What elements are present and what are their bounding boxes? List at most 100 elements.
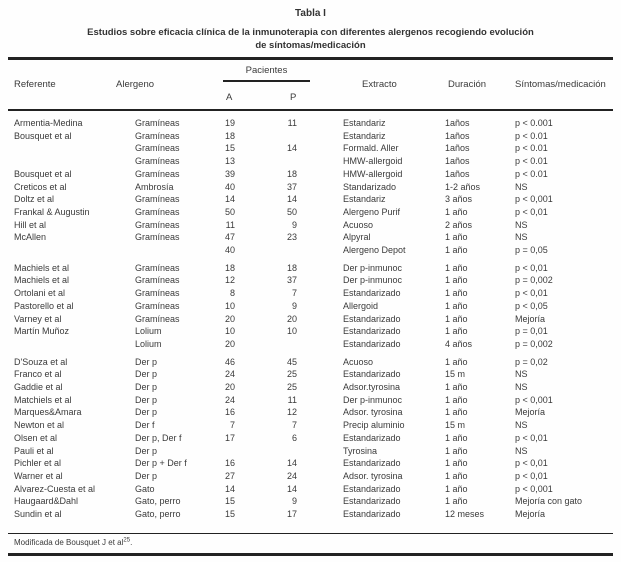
cell-duracion: 1 año	[445, 232, 468, 243]
cell-sintomas: Mejoría con gato	[515, 496, 583, 507]
cell-referente: Bousquet et al	[14, 130, 72, 141]
footnote-rule	[8, 533, 613, 534]
cell-p	[235, 130, 297, 143]
cell-a: 14	[224, 483, 235, 494]
cell-duracion: 1-2 años	[445, 181, 481, 192]
cell-extracto: Estandarizado	[343, 496, 401, 507]
cell-extracto: Estandarizado	[343, 313, 401, 324]
cell-extracto: Estandarizado	[343, 509, 401, 520]
cell-sintomas: p < 0.01	[515, 156, 548, 167]
cell-p: 10	[286, 326, 297, 337]
cell-a: 24	[224, 369, 235, 380]
cell-duracion: 1años	[445, 118, 470, 128]
cell-duracion: 1 año	[445, 394, 468, 405]
cell-a: 16	[224, 407, 235, 418]
cell-referente: Pauli et al	[14, 445, 54, 456]
cell-referente	[14, 155, 135, 168]
cell-duracion: 15 m	[445, 420, 466, 431]
cell-extracto: Formald. Aller	[343, 143, 399, 154]
cell-p: 14	[286, 143, 297, 154]
cell-extracto: Der p-inmunoc	[343, 262, 403, 273]
table-row: Marques&Amara Der p 16 12 Adsor. tyrosina 1 a…	[14, 406, 613, 419]
footnote: Modificada de Bousquet J et al25.	[14, 537, 132, 547]
cell-extracto: Adsor. tyrosina	[343, 407, 403, 418]
cell-alergeno: Ambrosía	[135, 181, 174, 192]
cell-duracion: 1 año	[445, 407, 468, 418]
cell-sintomas: p = 0,002	[515, 275, 553, 286]
cell-referente: Sundin et al	[14, 509, 62, 520]
cell-p	[235, 445, 297, 458]
cell-p: 7	[291, 288, 297, 299]
cell-alergeno: Gramíneas	[135, 275, 180, 286]
cell-referente: Armentia-Medina	[14, 118, 83, 128]
footnote-text: Modificada de Bousquet J et al	[14, 538, 124, 547]
table-row: Machiels et al Gramíneas 18 18 Der p-inmunoc…	[14, 262, 613, 275]
cell-sintomas: NS	[515, 219, 528, 230]
cell-alergeno: Gramíneas	[135, 313, 180, 324]
cell-p: 14	[286, 483, 297, 494]
cell-alergeno: Gramíneas	[135, 262, 180, 273]
table-row: Machiels et al Gramíneas 12 37 Der p-inmunoc…	[14, 274, 613, 287]
cell-extracto: Adsor.tyrosina	[343, 382, 401, 393]
cell-extracto: Alergeno Depot	[343, 245, 406, 256]
cell-extracto: Estandariz	[343, 118, 386, 128]
table-row: Pichler et al Der p + Der f 16 14 Estandariz…	[14, 457, 613, 470]
cell-sintomas: p < 0.001	[515, 118, 553, 128]
cell-duracion: 2 años	[445, 219, 473, 230]
cell-duracion: 3 años	[445, 194, 473, 205]
cell-p: 12	[286, 407, 297, 418]
cell-extracto: Estandariz	[343, 130, 386, 141]
cell-duracion: 1años	[445, 130, 470, 141]
table-row: Gaddie et al Der p 20 25 Adsor.tyrosina 1 año…	[14, 381, 613, 394]
footnote-reference: 25	[123, 537, 131, 544]
cell-referente: Olsen et al	[14, 432, 58, 443]
cell-a: 15	[224, 143, 235, 154]
table-row: D'Souza et al Der p 46 45 Acuoso 1 año p = 0,0…	[14, 356, 613, 369]
cell-duracion: 1 año	[445, 288, 468, 299]
cell-duracion: 1 año	[445, 496, 468, 507]
cell-p: 14	[286, 194, 297, 205]
cell-p: 24	[286, 470, 297, 481]
table-row: Franco et al Der p 24 25 Estandarizado 15 m NS	[14, 368, 613, 381]
cell-alergeno: Gramíneas	[135, 206, 180, 217]
cell-sintomas: NS	[515, 181, 528, 192]
column-header-extracto: Extracto	[362, 79, 397, 90]
cell-a: 10	[224, 300, 235, 311]
cell-sintomas: Mejoría	[515, 509, 546, 520]
cell-p: 50	[286, 206, 297, 217]
cell-a: 39	[224, 168, 235, 179]
cell-extracto: Der p-inmunoc	[343, 275, 403, 286]
cell-duracion: 4 años	[445, 338, 473, 349]
cell-a: 40	[224, 181, 235, 192]
cell-sintomas: Mejoría	[515, 407, 546, 418]
cell-sintomas: NS	[515, 445, 528, 456]
cell-p	[235, 338, 297, 351]
cell-duracion: 1 año	[445, 432, 468, 443]
cell-alergeno: Lolium	[135, 338, 162, 349]
cell-sintomas: p < 0.01	[515, 143, 548, 154]
cell-a: 12	[224, 275, 235, 286]
cell-duracion: 1 año	[445, 483, 468, 494]
table-row: 40 Alergeno Depot 1 año p = 0,05	[14, 244, 613, 257]
cell-sintomas: NS	[515, 232, 528, 243]
cell-alergeno: Gato, perro	[135, 509, 181, 520]
cell-alergeno: Der p	[135, 470, 158, 481]
cell-sintomas: p < 0,001	[515, 394, 553, 405]
table-row: Pauli et al Der p Tyrosina 1 año NS	[14, 445, 613, 458]
header-rule	[8, 109, 613, 111]
cell-alergeno: Gramíneas	[135, 168, 180, 179]
cell-duracion: 1 año	[445, 326, 468, 337]
cell-a: 50	[224, 206, 235, 217]
cell-alergeno: Der p, Der f	[135, 432, 182, 443]
cell-referente	[14, 142, 135, 155]
cell-extracto: Der p-inmunoc	[343, 394, 403, 405]
column-header-sintomas: Síntomas/medicación	[515, 79, 606, 90]
cell-referente: Marques&Amara	[14, 407, 82, 418]
cell-sintomas: p = 0,02	[515, 356, 548, 367]
cell-referente: Matchiels et al	[14, 394, 72, 405]
cell-referente: McAllen	[14, 232, 47, 243]
cell-sintomas: p < 0,05	[515, 300, 548, 311]
cell-duracion: 1años	[445, 156, 470, 167]
cell-p: 20	[286, 313, 297, 324]
